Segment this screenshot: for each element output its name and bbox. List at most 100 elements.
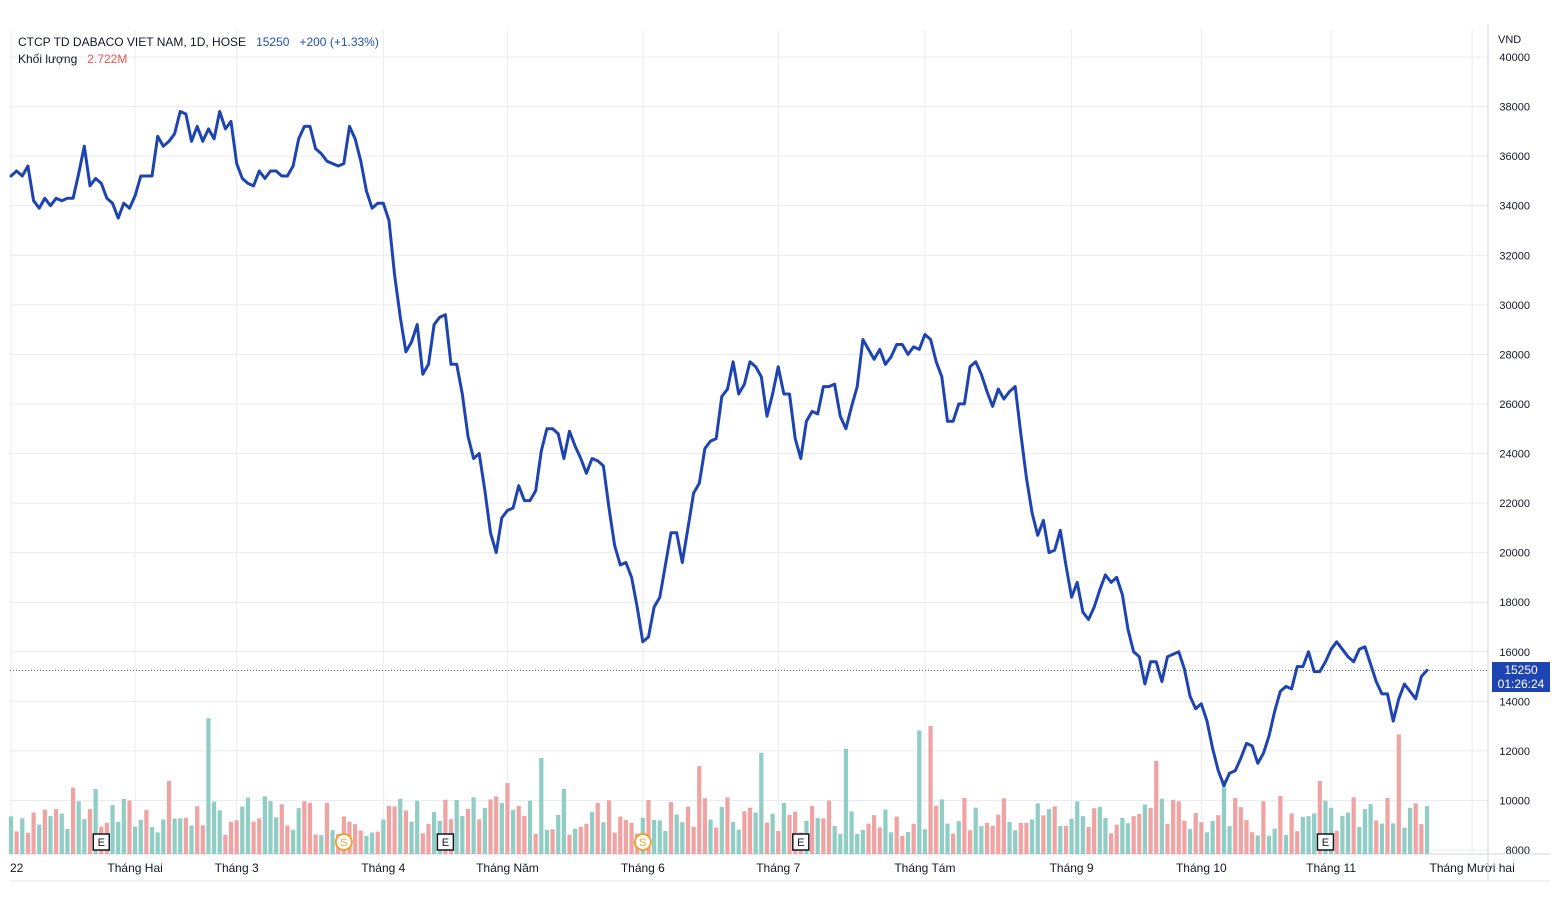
volume-bar [1396, 734, 1401, 854]
volume-bar [245, 797, 251, 854]
volume-bar [116, 821, 121, 854]
volume-bar [1165, 823, 1170, 854]
volume-bar [1137, 814, 1142, 854]
volume-bar [1046, 809, 1052, 854]
volume-bar [1024, 822, 1029, 854]
y-tick-label: 26000 [1499, 399, 1530, 411]
volume-bar [612, 832, 617, 854]
volume-bar [1312, 813, 1317, 854]
volume-bar [1340, 815, 1345, 854]
volume-bar [257, 818, 262, 854]
event-label: S [639, 837, 646, 849]
volume-bar [928, 725, 933, 854]
volume-bar [1334, 830, 1339, 854]
volume-bar [736, 829, 741, 854]
volume-bar [1306, 816, 1311, 854]
volume-bar [883, 809, 888, 854]
volume-bar [1097, 806, 1102, 854]
volume-bar [307, 802, 313, 854]
volume-bar [714, 827, 719, 854]
volume-bar [369, 832, 375, 854]
volume-bar [375, 831, 380, 854]
volume-bar [668, 801, 674, 854]
volume-bar [1250, 832, 1255, 854]
volume-bar [25, 832, 31, 854]
volume-bar [595, 802, 600, 854]
volume-bar [505, 783, 510, 854]
y-tick-label: 14000 [1499, 696, 1530, 708]
volume-bar [809, 805, 815, 854]
volume-bar [279, 804, 284, 854]
volume-bar [510, 809, 516, 854]
volume-bar [65, 828, 70, 854]
volume-bar [567, 834, 572, 854]
volume-bar [522, 815, 527, 854]
volume-bar [482, 807, 487, 854]
volume-bar [477, 819, 482, 854]
volume-bar [539, 758, 544, 854]
dividend-event-icon [334, 833, 353, 851]
volume-bar [443, 799, 448, 854]
volume-bar [1351, 797, 1356, 854]
y-tick-label: 32000 [1499, 250, 1530, 262]
volume-bar [217, 810, 222, 854]
volume-bar [14, 831, 19, 854]
volume-bar [93, 789, 98, 854]
volume-bar [460, 816, 465, 854]
volume-bar [285, 825, 290, 854]
earnings-event-icon [92, 833, 111, 851]
volume-bar [1131, 816, 1136, 854]
volume-bar [956, 821, 961, 854]
volume-bar [533, 833, 538, 854]
legend-volume-label: Khối lượng [18, 52, 78, 66]
volume-bar [685, 806, 691, 854]
volume-bar [759, 752, 764, 854]
volume-bar [1187, 829, 1193, 854]
volume-bar [37, 824, 42, 854]
volume-bar [144, 809, 149, 854]
volume-bar [1374, 820, 1379, 854]
volume-bar [59, 813, 64, 854]
volume-bar [973, 807, 978, 854]
last-price-value: 15250 [1504, 663, 1538, 678]
volume-bar [1171, 799, 1176, 854]
event-label: E [442, 837, 449, 849]
last-price-marker: 15250 01:26:24 [1492, 662, 1550, 693]
volume-bar [494, 796, 499, 854]
y-tick-label: 24000 [1499, 449, 1530, 461]
volume-bar [1328, 807, 1334, 854]
volume-bar [719, 807, 724, 854]
volume-bar [872, 815, 877, 854]
volume-bar [1289, 813, 1294, 854]
legend-symbol: CTCP TD DABACO VIET NAM, 1D, HOSE [18, 35, 247, 49]
event-label: E [797, 837, 804, 849]
earnings-event-icon [1316, 833, 1335, 851]
volume-bar [1001, 798, 1007, 854]
volume-bar [578, 826, 583, 854]
legend-last-price: 15250 [256, 35, 290, 49]
price-unit-label: VND [1498, 34, 1522, 46]
volume-bar [939, 799, 944, 854]
volume-bar [1300, 817, 1306, 854]
volume-bar [1176, 801, 1181, 854]
volume-bar [426, 823, 431, 854]
volume-bar [990, 825, 995, 854]
event-label: S [340, 837, 347, 849]
volume-bar [527, 800, 533, 854]
y-tick-label: 40000 [1499, 52, 1530, 64]
volume-bar [1221, 779, 1227, 854]
volume-bar [815, 818, 820, 854]
volume-bar [330, 830, 335, 854]
volume-bar [76, 801, 81, 854]
volume-bar [623, 819, 629, 854]
x-tick-label: Tháng 9 [1050, 861, 1094, 875]
volume-bar [319, 835, 324, 854]
volume-bar [240, 806, 245, 854]
volume-bar [189, 825, 194, 854]
volume-bar [1255, 835, 1260, 854]
y-tick-label: 20000 [1499, 548, 1530, 560]
volume-bar [945, 823, 950, 854]
volume-bar [1345, 812, 1351, 854]
volume-bar [20, 818, 25, 854]
